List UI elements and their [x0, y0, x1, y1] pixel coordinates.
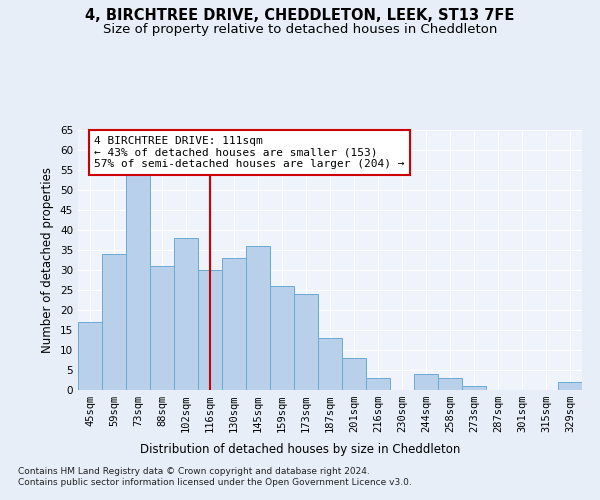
- Bar: [342, 358, 366, 390]
- Bar: [366, 378, 390, 390]
- Bar: [246, 246, 270, 390]
- Bar: [270, 286, 294, 390]
- Bar: [318, 338, 342, 390]
- Bar: [438, 378, 462, 390]
- Bar: [126, 174, 150, 390]
- Bar: [102, 254, 126, 390]
- Text: Contains HM Land Registry data © Crown copyright and database right 2024.
Contai: Contains HM Land Registry data © Crown c…: [18, 468, 412, 487]
- Text: 4, BIRCHTREE DRIVE, CHEDDLETON, LEEK, ST13 7FE: 4, BIRCHTREE DRIVE, CHEDDLETON, LEEK, ST…: [85, 8, 515, 22]
- Bar: [294, 294, 318, 390]
- Bar: [222, 258, 246, 390]
- Y-axis label: Number of detached properties: Number of detached properties: [41, 167, 55, 353]
- Text: 4 BIRCHTREE DRIVE: 111sqm
← 43% of detached houses are smaller (153)
57% of semi: 4 BIRCHTREE DRIVE: 111sqm ← 43% of detac…: [94, 136, 405, 169]
- Bar: [150, 266, 174, 390]
- Text: Distribution of detached houses by size in Cheddleton: Distribution of detached houses by size …: [140, 442, 460, 456]
- Bar: [414, 374, 438, 390]
- Bar: [198, 270, 222, 390]
- Text: Size of property relative to detached houses in Cheddleton: Size of property relative to detached ho…: [103, 22, 497, 36]
- Bar: [558, 382, 582, 390]
- Bar: [174, 238, 198, 390]
- Bar: [78, 322, 102, 390]
- Bar: [462, 386, 486, 390]
